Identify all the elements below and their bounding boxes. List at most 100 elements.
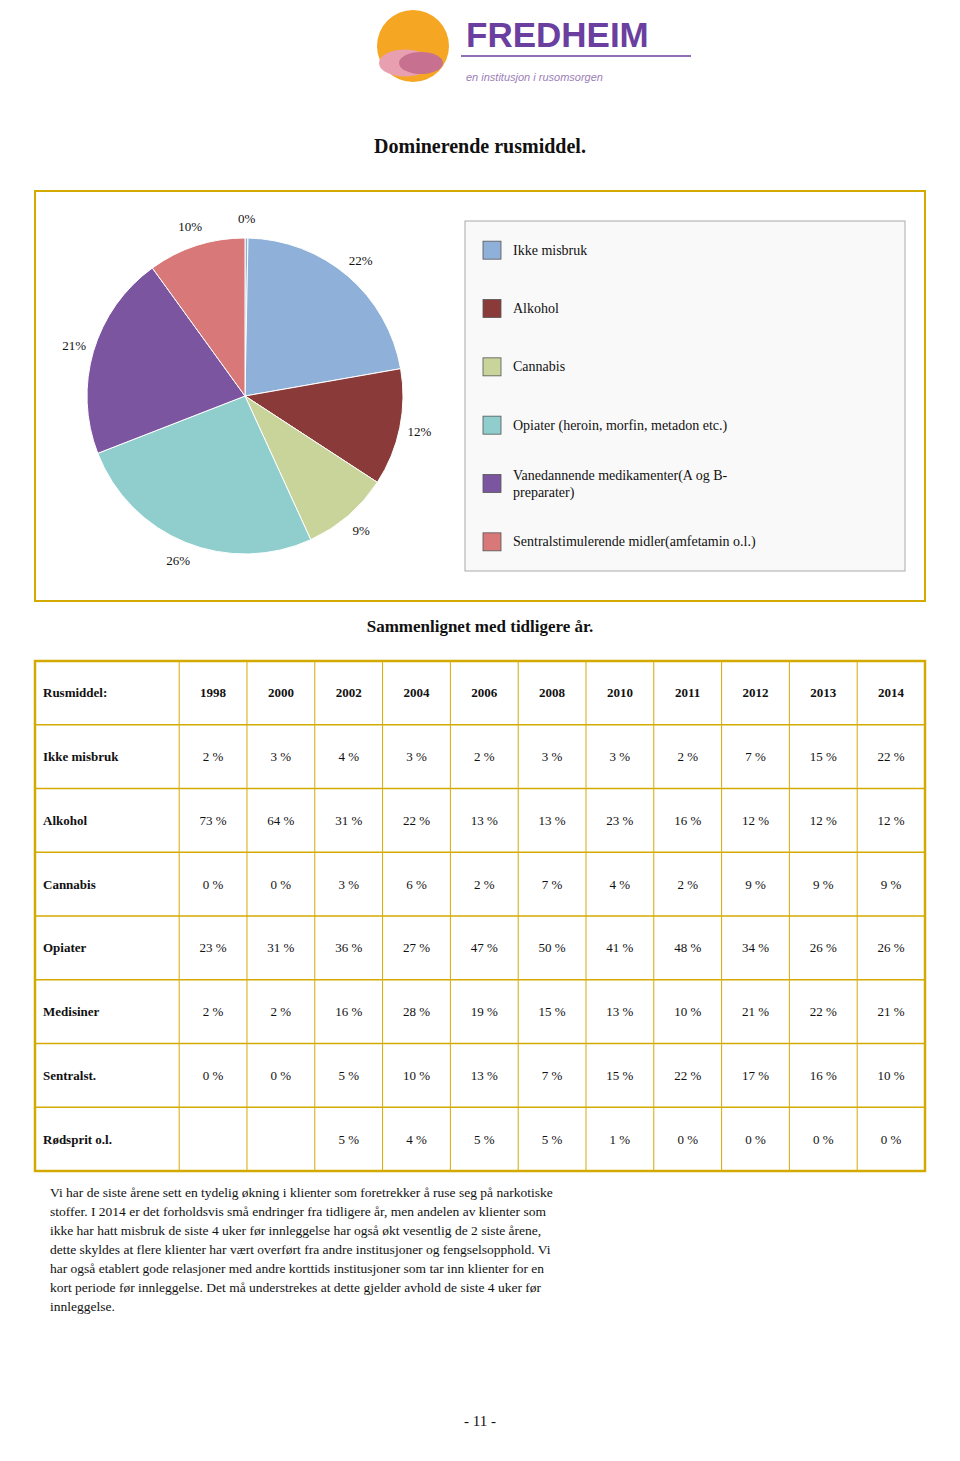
legend-label: Alkohol [513, 301, 559, 316]
table-rule [179, 661, 180, 1171]
table-cell: 12 % [810, 813, 837, 828]
table-rule [518, 661, 519, 1171]
table-cell: 19 % [471, 1004, 498, 1019]
table-cell: 28 % [403, 1004, 430, 1019]
table-cell: 26 % [810, 940, 837, 955]
table-rule [35, 1043, 925, 1044]
table-cell: 22 % [810, 1004, 837, 1019]
table-cell: 4 % [610, 877, 631, 892]
body-text: Vi har de siste årene sett en tydelig øk… [50, 1185, 553, 1314]
table-header: 2008 [539, 685, 566, 700]
table-rule [450, 661, 451, 1171]
table-cell: 3 % [610, 749, 631, 764]
table-cell: 23 % [606, 813, 633, 828]
pie [87, 238, 403, 554]
legend-swatch [483, 416, 501, 434]
body-line: har også etablert gode relasjoner med an… [50, 1261, 544, 1276]
table-cell: 3 % [406, 749, 427, 764]
table-cell: 5 % [542, 1132, 563, 1147]
table-cell: 22 % [403, 813, 430, 828]
table-cell: 13 % [539, 813, 566, 828]
table-cell: Ikke misbruk [43, 749, 119, 764]
chart-frame [35, 191, 925, 601]
table-cell: 2 % [677, 749, 698, 764]
table-rule [35, 724, 925, 725]
data-label: 12% [407, 424, 431, 439]
table-cell: Opiater [43, 940, 87, 955]
table-cell: 31 % [335, 813, 362, 828]
table-rule [653, 661, 654, 1171]
table-cell: 4 % [338, 749, 359, 764]
table-cell: 64 % [267, 813, 294, 828]
table-cell: 0 % [203, 1068, 224, 1083]
legend-label: Sentralstimulerende midler(amfetamin o.l… [513, 534, 756, 550]
table-cell: 2 % [677, 877, 698, 892]
table-cell: 0 % [677, 1132, 698, 1147]
table-cell: 2 % [474, 877, 495, 892]
table-header: 2004 [403, 685, 430, 700]
table-header: 2012 [742, 685, 768, 700]
table-cell: 2 % [271, 1004, 292, 1019]
table-cell: 16 % [335, 1004, 362, 1019]
table-cell: 5 % [338, 1132, 359, 1147]
table-cell: 13 % [471, 813, 498, 828]
table-cell: 0 % [813, 1132, 834, 1147]
table-cell: 47 % [471, 940, 498, 955]
legend: Ikke misbrukAlkoholCannabisOpiater (hero… [465, 221, 905, 571]
table-rule [382, 661, 383, 1171]
legend-label: Cannabis [513, 359, 565, 374]
table-cell: 5 % [338, 1068, 359, 1083]
table-rule [35, 915, 925, 916]
table-rule [314, 661, 315, 1171]
table-rule [35, 1107, 925, 1108]
table-cell: 4 % [406, 1132, 427, 1147]
table-cell: 21 % [878, 1004, 905, 1019]
data-label: 26% [166, 553, 190, 568]
table-cell: 10 % [674, 1004, 701, 1019]
table-cell: 1 % [610, 1132, 631, 1147]
table-header: 2002 [336, 685, 362, 700]
table-cell: 36 % [335, 940, 362, 955]
table-rule [35, 852, 925, 853]
body-line: ikke har hatt misbruk de siste 4 uker fø… [50, 1223, 541, 1238]
table-cell: 9 % [881, 877, 902, 892]
data-label: 0% [238, 211, 256, 226]
table-cell: 48 % [674, 940, 701, 955]
table-cell: 7 % [542, 877, 563, 892]
table-header: 2006 [471, 685, 498, 700]
table-cell: 2 % [474, 749, 495, 764]
table-rule [35, 788, 925, 789]
table-cell: 3 % [271, 749, 292, 764]
table-cell: 13 % [606, 1004, 633, 1019]
table-cell: 7 % [542, 1068, 563, 1083]
table-cell: 0 % [745, 1132, 766, 1147]
legend-swatch [483, 533, 501, 551]
table-header: 2000 [268, 685, 294, 700]
table-cell: 3 % [542, 749, 563, 764]
table-cell: Sentralst. [43, 1068, 96, 1083]
legend-box [465, 221, 905, 571]
legend-swatch [483, 358, 501, 376]
table-cell: 22 % [674, 1068, 701, 1083]
table-cell: 0 % [881, 1132, 902, 1147]
table-cell: 7 % [745, 749, 766, 764]
table-title: Sammenlignet med tidligere år. [367, 617, 594, 636]
table-cell: 12 % [878, 813, 905, 828]
table-rule [857, 661, 858, 1171]
logo-circle [377, 10, 449, 82]
body-line: Vi har de siste årene sett en tydelig øk… [50, 1185, 553, 1200]
table-cell: 13 % [471, 1068, 498, 1083]
table-cell: 15 % [810, 749, 837, 764]
table-rule [789, 661, 790, 1171]
body-line: dette skyldes at flere klienter har vært… [50, 1242, 551, 1257]
table-cell: Medisiner [43, 1004, 100, 1019]
table-header: 2014 [878, 685, 905, 700]
table-cell: 10 % [403, 1068, 430, 1083]
table-cell: 50 % [539, 940, 566, 955]
table-header: 2013 [810, 685, 837, 700]
legend-label: Ikke misbruk [513, 243, 587, 258]
table-frame [35, 661, 925, 1171]
data-label: 22% [349, 253, 373, 268]
table-cell: 3 % [338, 877, 359, 892]
data-label: 21% [62, 338, 86, 353]
